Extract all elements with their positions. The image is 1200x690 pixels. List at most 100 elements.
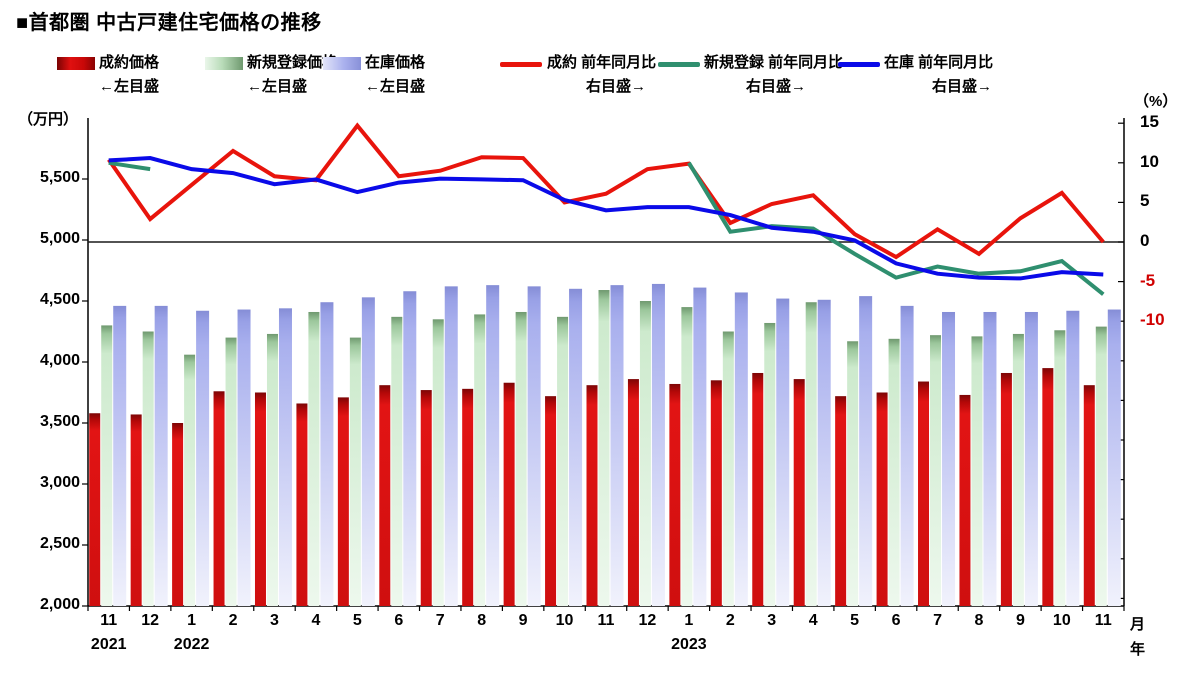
bar-contract-22: [1000, 372, 1012, 606]
left-axis-unit: （万円）: [18, 111, 79, 128]
legend-label-contract-line: 成約 前年同月比: [547, 54, 657, 71]
bar-contract-23: [1042, 368, 1054, 606]
left-axis-tick-5000: 5,000: [39, 230, 80, 247]
right-axis-tick--5: -5: [1140, 270, 1156, 290]
left-axis-tick-2500: 2,500: [39, 535, 80, 552]
x-label-month-2: 1: [187, 612, 197, 629]
x-label-month-16: 3: [767, 612, 777, 629]
x-label-month-12: 11: [597, 612, 615, 629]
left-axis-tick-3000: 3,000: [39, 474, 80, 491]
bar-contract-24: [1083, 385, 1095, 606]
bar-inventory-14: [693, 287, 707, 606]
bar-new_listing-5: [308, 311, 320, 606]
x-label-month-21: 8: [974, 612, 984, 629]
right-axis-tick-5: 5: [1140, 191, 1150, 211]
bar-contract-20: [918, 381, 930, 606]
bar-new_listing-3: [225, 337, 237, 606]
bar-new_listing-24: [1095, 326, 1107, 606]
bar-new_listing-8: [432, 319, 444, 606]
bar-inventory-21: [983, 311, 997, 606]
legend-scale-contract-bar: ←左目盛: [99, 78, 160, 95]
bar-new_listing-2: [184, 354, 196, 606]
bar-contract-4: [254, 392, 266, 606]
bar-inventory-12: [610, 285, 624, 606]
bar-new_listing-6: [349, 337, 361, 606]
x-label-month-13: 12: [638, 612, 657, 629]
bar-new_listing-15: [722, 331, 734, 606]
bar-new_listing-17: [805, 302, 817, 606]
legend-swatch-inventory-bar: [323, 57, 361, 70]
bar-new_listing-13: [639, 301, 651, 606]
x-label-month-15: 2: [725, 612, 735, 629]
x-label-month-9: 8: [477, 612, 487, 629]
right-axis-tick--10: -10: [1140, 310, 1165, 330]
bar-contract-12: [586, 385, 598, 606]
bar-contract-10: [503, 382, 515, 606]
bar-inventory-4: [278, 308, 292, 606]
bar-inventory-1: [154, 305, 168, 606]
x-label-month-20: 7: [933, 612, 942, 629]
bar-new_listing-12: [598, 290, 610, 606]
bar-contract-21: [959, 394, 971, 606]
x-label-year-2021: 2021: [90, 636, 127, 653]
x-axis-year-unit: 年: [1130, 641, 1146, 658]
x-label-year-2022: 2022: [173, 636, 210, 653]
line-contract_yoy: [107, 122, 1105, 260]
legend-swatch-contract-bar: [57, 57, 95, 70]
bar-contract-16: [752, 372, 764, 606]
bar-new_listing-0: [101, 325, 113, 606]
x-label-month-4: 3: [270, 612, 279, 629]
x-label-month-8: 7: [435, 612, 445, 629]
bar-inventory-7: [403, 291, 417, 606]
bar-inventory-2: [196, 310, 210, 606]
bar-inventory-13: [651, 283, 665, 606]
bar-inventory-9: [486, 285, 500, 606]
legend-scale-inventory-bar: ←左目盛: [365, 78, 426, 95]
right-axis-tick-15: 15: [1140, 112, 1159, 132]
bar-new_listing-21: [971, 336, 983, 606]
bar-contract-6: [337, 397, 349, 606]
x-label-month-17: 4: [808, 612, 818, 629]
legend-scale-contract-line: 右目盛→: [586, 78, 647, 95]
x-label-month-3: 2: [228, 612, 238, 629]
x-label-month-6: 5: [352, 612, 362, 629]
x-label-month-24: 11: [1094, 612, 1112, 629]
bar-contract-15: [710, 380, 722, 606]
x-label-month-22: 9: [1015, 612, 1025, 629]
page-title: ■首都圏 中古戸建住宅価格の推移: [16, 12, 322, 34]
bar-contract-13: [627, 379, 639, 606]
bar-new_listing-9: [474, 314, 486, 606]
bar-inventory-20: [942, 311, 956, 606]
bar-new_listing-18: [847, 341, 859, 606]
legend-scale-inventory-line: 右目盛→: [932, 78, 993, 95]
line-series-group: [107, 122, 1105, 296]
bar-new_listing-7: [391, 316, 403, 606]
legend-label-contract-bar: 成約価格: [99, 54, 160, 71]
x-axis-month-unit: 月: [1130, 616, 1146, 633]
line-inventory_yoy: [108, 156, 1104, 281]
bar-new_listing-20: [930, 335, 942, 606]
bar-new_listing-22: [1012, 333, 1024, 606]
bar-inventory-10: [527, 286, 541, 606]
bar-contract-17: [793, 379, 805, 606]
bar-new_listing-10: [515, 311, 527, 606]
bar-new_listing-16: [764, 322, 776, 606]
left-axis-tick-5500: 5,500: [39, 169, 80, 186]
bar-contract-8: [420, 390, 432, 606]
line-new_listing_yoy-seg1: [687, 161, 1105, 296]
bar-inventory-8: [444, 286, 458, 606]
legend-scale-newlisting-bar: ←左目盛: [247, 78, 308, 95]
x-label-month-23: 10: [1052, 612, 1071, 629]
bar-contract-19: [876, 392, 888, 606]
bar-inventory-16: [776, 298, 790, 606]
bar-contract-5: [296, 403, 308, 606]
bar-new_listing-11: [557, 316, 569, 606]
bar-inventory-6: [361, 297, 375, 606]
bar-contract-14: [669, 383, 681, 606]
bar-new_listing-23: [1054, 330, 1066, 606]
left-axis-tick-4500: 4,500: [39, 291, 80, 308]
bar-contract-0: [89, 413, 101, 606]
bar-contract-11: [545, 396, 557, 606]
x-label-month-5: 4: [311, 612, 321, 629]
